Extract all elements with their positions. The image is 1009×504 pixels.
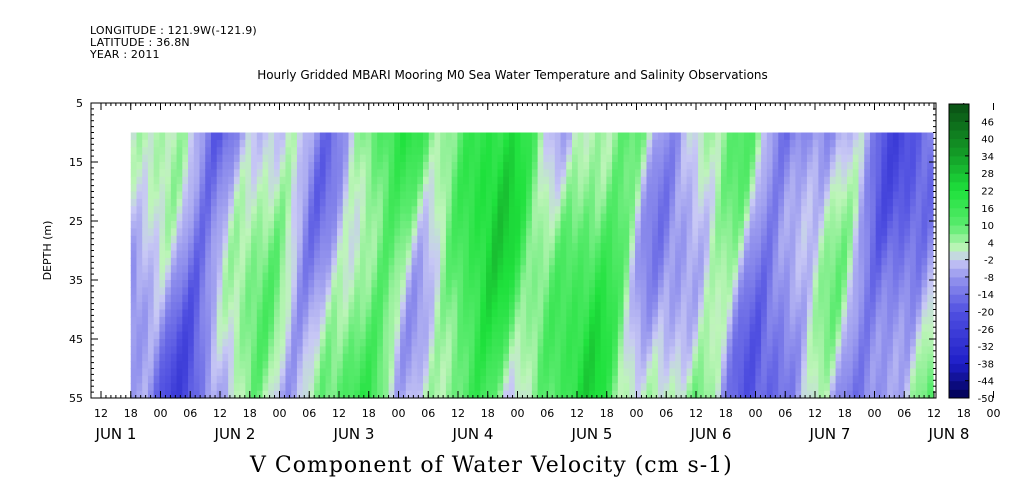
- colorbar-tick-label: -50: [978, 394, 994, 405]
- year-label: YEAR : 2011: [90, 48, 160, 61]
- x-tick-label: 18: [838, 407, 852, 420]
- x-tick-label: 06: [421, 407, 435, 420]
- chart-title: Hourly Gridded MBARI Mooring M0 Sea Wate…: [257, 68, 768, 82]
- x-tick-label: 18: [243, 407, 257, 420]
- y-tick-label: 35: [69, 274, 83, 287]
- colorbar-tick-label: 4: [988, 238, 994, 249]
- y-tick-label: 5: [76, 97, 83, 110]
- x-tick-label: 18: [124, 407, 138, 420]
- x-tick-label: 18: [362, 407, 376, 420]
- x-tick-label: 00: [273, 407, 287, 420]
- y-axis-label: DEPTH (m): [41, 221, 54, 281]
- colorbar-tick-label: 40: [981, 135, 994, 146]
- colorbar-tick-label: -44: [978, 377, 994, 388]
- x-tick-label: 06: [183, 407, 197, 420]
- x-tick-label: 12: [213, 407, 227, 420]
- heatmap-field: [130, 132, 934, 399]
- longitude-label: LONGITUDE : 121.9W(-121.9): [90, 24, 257, 37]
- x-day-label: JUN 6: [690, 425, 732, 443]
- colorbar-tick-label: -32: [978, 342, 994, 353]
- x-tick-label: 06: [659, 407, 673, 420]
- x-day-label: JUN 5: [571, 425, 613, 443]
- colorbar-tick-label: -38: [978, 359, 994, 370]
- y-tick-label: 25: [69, 215, 83, 228]
- x-tick-label: 06: [778, 407, 792, 420]
- x-tick-label: 00: [511, 407, 525, 420]
- x-tick-label: 12: [570, 407, 584, 420]
- colorbar-tick-label: 16: [981, 204, 994, 215]
- x-tick-label: 18: [957, 407, 971, 420]
- x-day-label: JUN 7: [809, 425, 851, 443]
- x-day-label: JUN 1: [95, 425, 137, 443]
- colorbar-tick-label: -8: [984, 273, 994, 284]
- colorbar-tick-label: 46: [981, 117, 994, 128]
- x-tick-label: 00: [987, 407, 1001, 420]
- variable-label: V Component of Water Velocity (cm s-1): [250, 453, 733, 478]
- x-tick-label: 18: [719, 407, 733, 420]
- colorbar-tick-label: -2: [984, 256, 994, 267]
- x-day-label: JUN 2: [214, 425, 256, 443]
- colorbar-tick-label: 10: [981, 221, 994, 232]
- y-tick-label: 55: [69, 392, 83, 405]
- x-tick-label: 00: [749, 407, 763, 420]
- x-tick-label: 00: [392, 407, 406, 420]
- x-tick-label: 00: [630, 407, 644, 420]
- x-tick-label: 18: [600, 407, 614, 420]
- x-tick-label: 00: [868, 407, 882, 420]
- latitude-label: LATITUDE : 36.8N: [90, 36, 190, 49]
- x-tick-label: 12: [808, 407, 822, 420]
- x-tick-label: 06: [540, 407, 554, 420]
- x-tick-label: 12: [927, 407, 941, 420]
- colorbar-tick-label: -14: [978, 290, 994, 301]
- x-day-label: JUN 4: [452, 425, 494, 443]
- y-tick-label: 15: [69, 156, 83, 169]
- colorbar-tick-label: -26: [978, 325, 994, 336]
- x-tick-label: 06: [302, 407, 316, 420]
- x-tick-label: 18: [481, 407, 495, 420]
- colorbar-tick-label: 28: [981, 169, 994, 180]
- y-tick-label: 45: [69, 333, 83, 346]
- colorbar-tick-label: 22: [981, 186, 994, 197]
- x-tick-label: 12: [332, 407, 346, 420]
- colorbar-tick-label: -20: [978, 308, 994, 319]
- x-tick-label: 06: [897, 407, 911, 420]
- x-tick-label: 12: [689, 407, 703, 420]
- x-tick-label: 12: [451, 407, 465, 420]
- colorbar: [949, 104, 969, 399]
- x-tick-label: 00: [154, 407, 168, 420]
- colorbar-tick-label: 34: [981, 152, 994, 163]
- x-tick-label: 12: [94, 407, 108, 420]
- colorbar-frame: [948, 103, 970, 399]
- x-day-label: JUN 3: [333, 425, 375, 443]
- x-day-label: JUN 8: [928, 425, 970, 443]
